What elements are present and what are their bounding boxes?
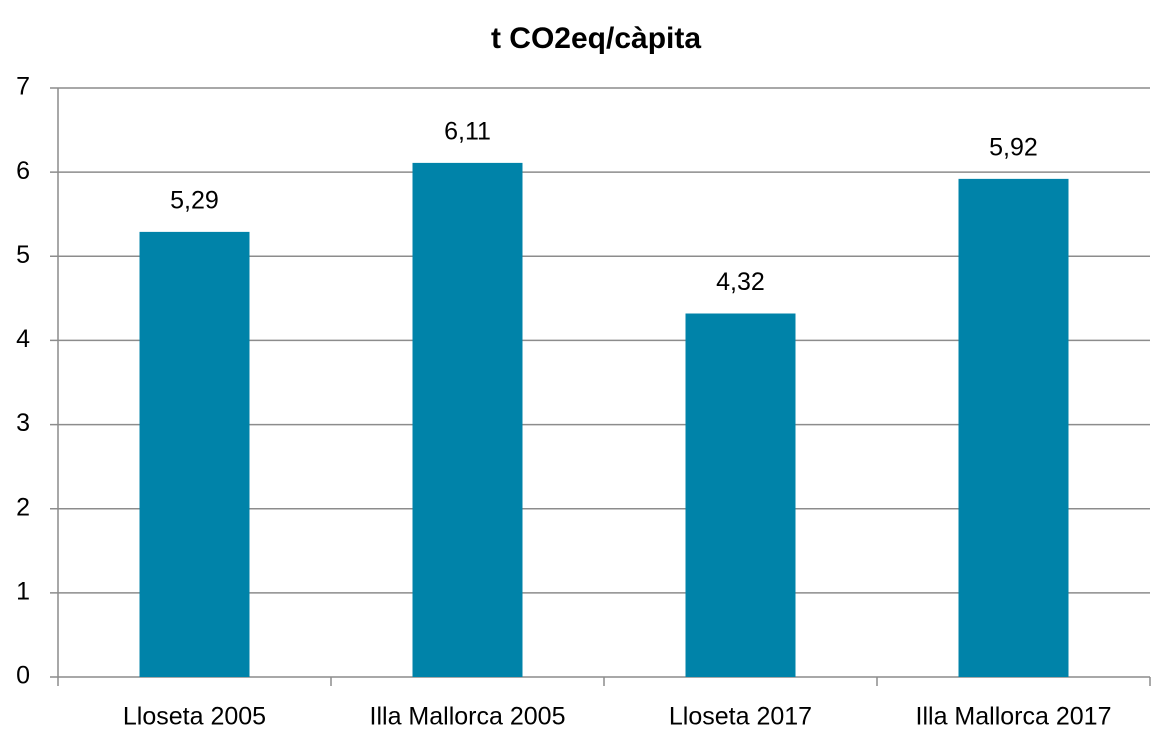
y-tick-label: 7 (16, 73, 30, 101)
chart-title: t CO2eq/càpita (491, 22, 701, 55)
x-tick-label: Lloseta 2005 (123, 703, 266, 729)
bar (958, 178, 1069, 678)
bar (139, 231, 250, 678)
y-tick-label: 0 (16, 662, 30, 690)
x-tick-label: Illa Mallorca 2017 (916, 703, 1112, 729)
value-label: 5,92 (989, 133, 1038, 161)
bar (412, 162, 523, 677)
value-label: 4,32 (716, 268, 765, 296)
y-tick-label: 2 (16, 493, 30, 521)
y-tick-label: 6 (16, 157, 30, 185)
y-tick-label: 5 (16, 241, 30, 269)
x-tick-label: Lloseta 2017 (669, 703, 812, 729)
y-tick-label: 1 (16, 577, 30, 605)
y-tick-label: 3 (16, 409, 30, 437)
bar (685, 313, 796, 677)
x-tick-label: Illa Mallorca 2005 (370, 703, 566, 729)
value-label: 6,11 (444, 117, 491, 145)
value-label: 5,29 (170, 186, 219, 214)
y-tick-label: 4 (16, 325, 30, 353)
